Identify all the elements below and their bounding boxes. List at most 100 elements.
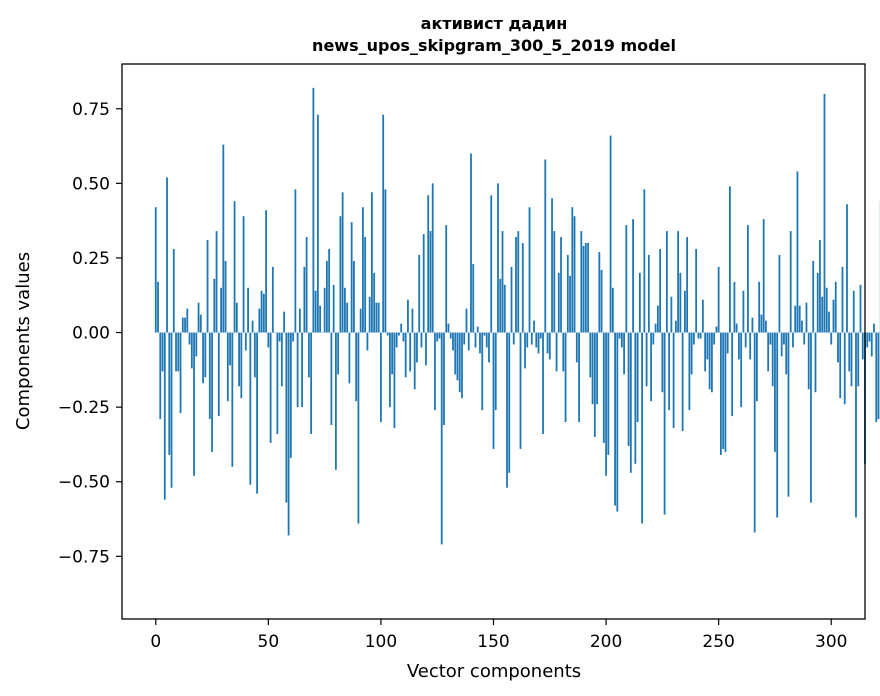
bar-99 (377, 302, 380, 333)
bar-31 (224, 260, 227, 333)
bar-152 (497, 183, 499, 333)
bar-215 (638, 272, 641, 333)
bar-303 (837, 332, 839, 363)
bar-112 (407, 299, 409, 333)
bar-236 (686, 237, 689, 333)
bar-188 (578, 332, 580, 423)
bar-64 (298, 308, 301, 333)
bar-218 (645, 332, 648, 387)
bar-172 (542, 332, 544, 434)
bar-26 (213, 278, 216, 333)
bar-207 (620, 332, 623, 348)
bar-191 (584, 243, 587, 333)
bar-160 (515, 237, 517, 333)
bar-173 (544, 159, 547, 333)
bar-127 (440, 332, 443, 545)
bar-192 (587, 243, 589, 333)
bar-66 (303, 266, 306, 333)
y-tick-label-1: −0.50 (58, 473, 110, 493)
bar-49 (265, 210, 267, 333)
bar-204 (614, 332, 616, 506)
bar-202 (609, 135, 612, 333)
bar-302 (834, 281, 837, 333)
bar-169 (535, 332, 538, 348)
bar-208 (623, 332, 625, 375)
bar-147 (485, 332, 488, 348)
bar-279 (783, 332, 785, 345)
bar-280 (785, 332, 788, 375)
bar-19 (197, 302, 200, 333)
bar-258 (735, 323, 738, 333)
bar-117 (418, 254, 421, 333)
bar-237 (688, 332, 691, 411)
bar-242 (699, 332, 702, 339)
bar-185 (571, 207, 574, 333)
bar-261 (742, 290, 745, 333)
x-tick-label-300: 300 (815, 632, 847, 652)
bar-6 (168, 332, 171, 455)
bar-126 (438, 332, 441, 339)
bar-67 (305, 237, 308, 333)
bar-320 (875, 332, 878, 423)
bar-4 (163, 332, 166, 500)
bar-157 (508, 332, 511, 473)
bar-178 (555, 332, 558, 372)
bar-154 (501, 231, 504, 333)
bar-270 (762, 219, 765, 333)
bar-21 (202, 332, 204, 384)
bar-251 (720, 332, 722, 455)
bar-63 (296, 332, 299, 408)
bar-231 (674, 320, 677, 333)
bar-194 (591, 332, 594, 405)
bar-222 (654, 323, 657, 333)
bar-239 (692, 332, 695, 345)
bar-81 (337, 332, 340, 375)
bar-76 (325, 260, 328, 333)
bar-219 (647, 254, 650, 333)
bar-13 (184, 317, 186, 333)
bar-223 (656, 305, 659, 333)
y-axis-ticks: −0.75 −0.50 −0.25 0.00 0.25 0.50 0.75 (58, 100, 122, 567)
bar-233 (679, 272, 682, 333)
bar-205 (616, 332, 619, 512)
bar-200 (605, 332, 607, 476)
bar-259 (738, 332, 740, 360)
bar-159 (512, 332, 515, 345)
bar-7 (170, 332, 173, 488)
bar-69 (310, 332, 313, 434)
bar-129 (445, 225, 448, 333)
bar-304 (839, 332, 842, 399)
bar-146 (483, 332, 486, 336)
bar-96 (371, 192, 373, 333)
bar-286 (798, 305, 801, 333)
bar-137 (463, 332, 466, 345)
bar-221 (652, 332, 655, 345)
bar-276 (776, 332, 779, 518)
bar-182 (564, 332, 567, 423)
bar-122 (429, 231, 432, 333)
bar-249 (715, 326, 718, 333)
bar-104 (389, 332, 391, 408)
bar-75 (323, 287, 326, 333)
bar-125 (436, 332, 439, 342)
bar-288 (803, 332, 806, 345)
bar-17 (193, 332, 195, 476)
bar-165 (526, 332, 529, 348)
bar-54 (276, 332, 279, 434)
x-tick-label-250: 250 (702, 632, 734, 652)
bar-234 (681, 332, 684, 432)
bar-174 (546, 332, 549, 354)
bar-247 (711, 332, 713, 393)
bar-264 (749, 332, 752, 360)
bar-65 (301, 332, 304, 408)
bar-150 (492, 332, 495, 449)
bar-121 (427, 195, 430, 333)
bar-15 (188, 332, 191, 345)
y-tick-label-0: −0.75 (58, 547, 110, 567)
bar-85 (346, 302, 349, 333)
bar-73 (319, 305, 322, 333)
bar-28 (217, 332, 220, 417)
bar-281 (787, 332, 790, 497)
bar-260 (740, 332, 743, 408)
